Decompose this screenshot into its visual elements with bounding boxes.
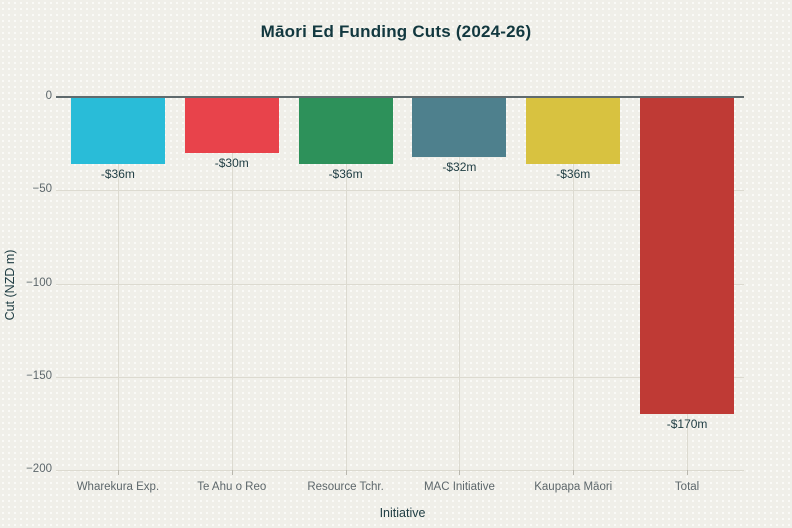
v-gridline <box>345 97 347 470</box>
y-tick-label: −200 <box>26 463 52 475</box>
y-tick-label: −100 <box>26 276 52 289</box>
x-tick-label: Wharekura Exp. <box>76 481 160 493</box>
bar-te-ahu-o-reo <box>184 97 279 153</box>
x-tick-mark <box>345 470 347 475</box>
chart-title: Māori Ed Funding Cuts (2024-26) <box>260 22 532 41</box>
x-tick-label: Kaupapa Māori <box>534 481 613 493</box>
bar-value-label: -$36m <box>556 167 591 182</box>
bar-value-label: -$170m <box>666 417 708 432</box>
bar-wharekura-exp <box>70 97 165 165</box>
x-tick-mark <box>117 470 119 475</box>
y-tick-label: −50 <box>32 183 52 196</box>
bar-mac-initiative <box>412 97 507 157</box>
bar-resource-tchr <box>298 97 393 165</box>
bar-value-label: -$32m <box>442 159 477 174</box>
x-tick-label: Resource Tchr. <box>307 481 384 493</box>
v-gridline <box>459 97 461 470</box>
h-gridline <box>56 470 744 471</box>
bar-value-label: -$36m <box>100 167 135 182</box>
x-tick-label: MAC Initiative <box>423 481 495 493</box>
x-axis-title: Initiative <box>379 506 426 520</box>
x-tick-mark <box>231 470 233 475</box>
zero-line <box>56 96 744 98</box>
bar-kaupapa-māori <box>526 97 621 165</box>
h-gridline <box>56 190 744 191</box>
bar-value-label: -$30m <box>214 155 249 170</box>
bar-total <box>640 97 735 415</box>
v-gridline <box>117 97 119 470</box>
x-tick-mark <box>459 470 461 475</box>
h-gridline <box>56 284 744 285</box>
h-gridline <box>56 377 744 378</box>
y-tick-label: 0 <box>45 90 52 102</box>
x-tick-mark <box>573 470 575 475</box>
y-tick-label: −150 <box>26 369 52 382</box>
x-tick-label: Total <box>674 481 700 493</box>
v-gridline <box>231 97 233 470</box>
v-gridline <box>573 97 575 470</box>
x-tick-label: Te Ahu o Reo <box>197 481 267 493</box>
x-tick-mark <box>687 470 689 475</box>
bar-value-label: -$36m <box>328 167 363 182</box>
